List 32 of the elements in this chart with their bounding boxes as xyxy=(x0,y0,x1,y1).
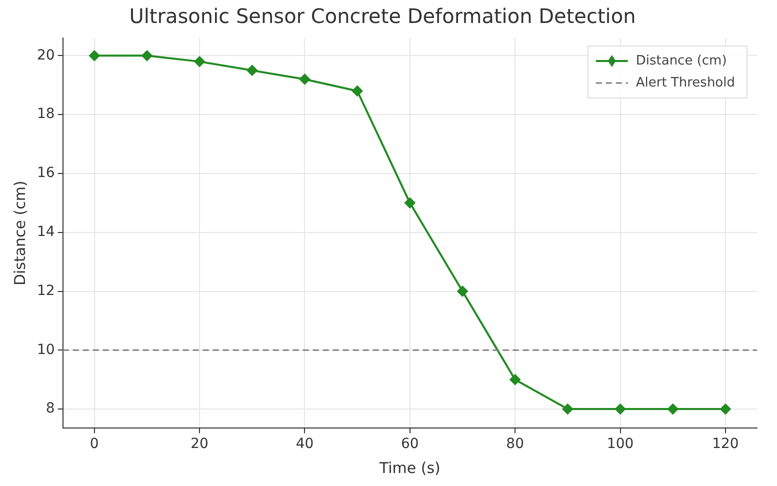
y-tick-label: 8 xyxy=(46,400,55,417)
y-tick-label: 16 xyxy=(36,165,55,182)
x-tick-label: 100 xyxy=(606,436,634,452)
point xyxy=(510,374,521,386)
point xyxy=(299,74,310,85)
legend-label: Distance (cm) xyxy=(636,53,727,68)
y-tick-label: 12 xyxy=(36,282,55,299)
point xyxy=(194,56,206,68)
point xyxy=(88,50,100,62)
x-tick-label: 40 xyxy=(296,436,314,452)
y-tick-label: 14 xyxy=(36,224,55,240)
y-tick-label: 10 xyxy=(36,342,55,358)
x-axis-title: Time (s) xyxy=(378,458,440,477)
point xyxy=(352,86,363,97)
point xyxy=(404,197,416,208)
chart-title: Ultrasonic Sensor Concrete Deformation Detection xyxy=(129,4,636,28)
point xyxy=(562,404,574,415)
y-axis-title: Distance (cm) xyxy=(10,180,29,286)
point xyxy=(720,404,731,415)
y-tick-label: 20 xyxy=(36,47,55,64)
point xyxy=(614,404,626,415)
x-tick-label: 20 xyxy=(190,436,208,452)
point xyxy=(456,286,468,297)
point xyxy=(667,404,678,415)
point xyxy=(141,50,152,62)
legend-label: Alert Threshold xyxy=(636,75,736,90)
y-tick-label: 18 xyxy=(36,106,55,122)
x-tick-label: 120 xyxy=(712,436,739,452)
x-tick-label: 80 xyxy=(506,436,524,452)
x-tick-label: 60 xyxy=(400,436,419,452)
x-tick-label: 0 xyxy=(90,436,99,452)
point xyxy=(246,64,258,76)
